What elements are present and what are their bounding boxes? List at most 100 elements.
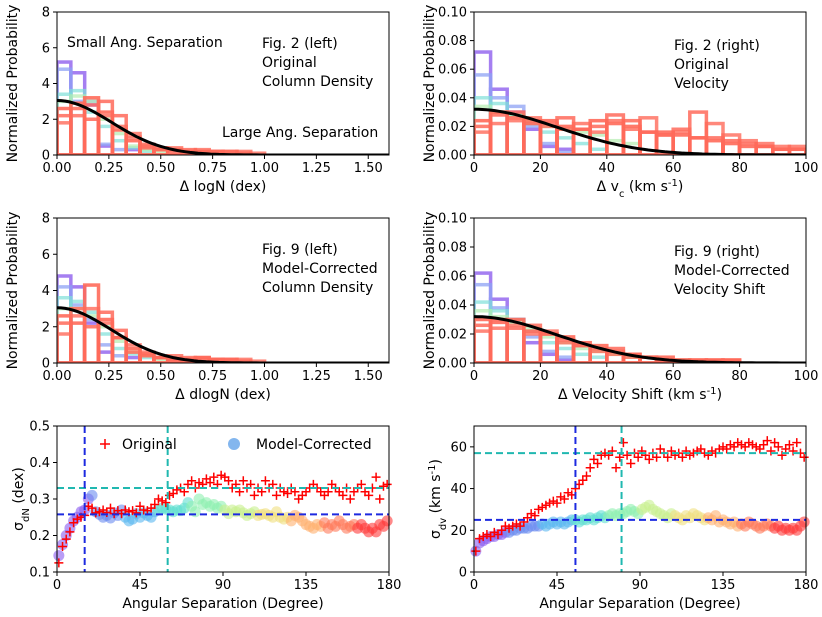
hist-bar bbox=[505, 116, 526, 155]
x-tick-label: 0.75 bbox=[198, 161, 227, 176]
x-tick-label: 0 bbox=[53, 578, 61, 593]
y-tick-label: 0.06 bbox=[438, 270, 467, 285]
original-point bbox=[271, 490, 281, 500]
hist-bar bbox=[488, 96, 509, 155]
y-tick-label: 0 bbox=[459, 566, 467, 581]
hist-bar bbox=[57, 121, 73, 155]
original-point bbox=[784, 440, 794, 450]
y-tick-label: 0.08 bbox=[438, 241, 467, 256]
y-tick-label: 2 bbox=[42, 320, 50, 335]
x-tick-label: 80 bbox=[731, 161, 748, 176]
annotation-line: Model-Corrected bbox=[262, 261, 378, 277]
original-point bbox=[224, 476, 234, 486]
hist-bar bbox=[96, 117, 115, 155]
y-tick-label: 6 bbox=[42, 41, 50, 56]
y-tick-label: 40 bbox=[450, 482, 467, 497]
x-tick-label: 0 bbox=[470, 369, 478, 384]
hist-bar bbox=[474, 130, 493, 155]
original-point bbox=[652, 452, 662, 462]
y-tick-label: 60 bbox=[450, 440, 467, 455]
y-tick-label: 8 bbox=[42, 212, 50, 227]
x-axis-label: Δ vc (km s-1) bbox=[597, 178, 684, 200]
x-axis-label: Δ dlogN (dex) bbox=[175, 387, 271, 403]
x-tick-label: 1.00 bbox=[250, 161, 279, 176]
hist-bar bbox=[57, 274, 73, 363]
model-corrected-point bbox=[86, 489, 98, 501]
original-point bbox=[582, 471, 592, 481]
x-tick-label: 100 bbox=[794, 369, 819, 384]
original-point bbox=[585, 463, 595, 473]
hist-bar bbox=[488, 326, 509, 363]
original-point bbox=[773, 442, 783, 452]
hist-bar bbox=[505, 326, 526, 363]
x-axis-label: Angular Separation (Degree) bbox=[539, 596, 740, 612]
y-axis-label: Normalized Probability bbox=[422, 212, 438, 370]
original-point bbox=[530, 511, 540, 521]
x-tick-label: 0.00 bbox=[43, 369, 72, 384]
hist-bar bbox=[538, 121, 559, 155]
original-point bbox=[338, 490, 348, 500]
original-point bbox=[87, 503, 97, 513]
y-tick-label: 6 bbox=[42, 248, 50, 263]
hist-bar bbox=[57, 67, 73, 155]
hist-bar bbox=[82, 321, 101, 363]
original-point bbox=[552, 498, 562, 508]
y-axis-label: Normalized Probability bbox=[5, 212, 21, 370]
original-point bbox=[559, 494, 569, 504]
plot-area bbox=[474, 50, 806, 155]
original-point bbox=[209, 472, 219, 482]
y-tick-label: 4 bbox=[42, 284, 50, 299]
axes-frame bbox=[56, 425, 390, 573]
original-point bbox=[161, 498, 171, 508]
panel-p4: 0 20 40 60 80 100 0.00 0.02 0.04 0.06 0.08 0.10 Δ Ve… bbox=[422, 212, 818, 404]
x-tick-label: 45 bbox=[132, 578, 149, 593]
hist-bar bbox=[82, 117, 101, 155]
x-tick-label: 0.25 bbox=[94, 369, 123, 384]
hist-bar bbox=[69, 113, 87, 155]
y-tick-label: 0.2 bbox=[29, 529, 50, 544]
hist-bar bbox=[488, 110, 509, 155]
x-tick-label: 135 bbox=[294, 578, 319, 593]
original-point bbox=[799, 452, 809, 462]
original-point bbox=[54, 558, 64, 568]
axes-frame bbox=[473, 217, 807, 364]
annotation-line: Original bbox=[262, 55, 317, 71]
original-point bbox=[593, 459, 603, 469]
y-tick-label: 0.10 bbox=[438, 212, 467, 227]
hist-bar bbox=[110, 138, 128, 155]
hist-bar bbox=[605, 118, 626, 155]
y-tick-label: 0.3 bbox=[29, 493, 50, 508]
original-point bbox=[611, 463, 621, 473]
hist-bar bbox=[96, 124, 115, 155]
y-tick-label: 0.08 bbox=[438, 34, 467, 49]
y-tick-label: 2 bbox=[42, 113, 50, 128]
annotation-line: Column Density bbox=[262, 280, 373, 296]
y-tick-label: 0.04 bbox=[438, 91, 467, 106]
panel-p5: 0 45 90 135 180 0.1 0.2 0.3 0.4 0.5 Angular Separa… bbox=[11, 420, 401, 613]
y-tick-label: 0 bbox=[42, 357, 50, 372]
hist-bar bbox=[488, 113, 509, 155]
original-point bbox=[131, 508, 141, 518]
hist-bar bbox=[488, 110, 509, 155]
y-tick-label: 8 bbox=[42, 6, 50, 21]
axes-frame bbox=[56, 217, 390, 364]
model-corrected-point bbox=[381, 515, 393, 527]
hist-bar bbox=[474, 329, 493, 363]
hist-bar bbox=[57, 92, 73, 155]
x-tick-label: 20 bbox=[532, 161, 549, 176]
annotation-line: Model-Corrected bbox=[674, 263, 790, 279]
x-tick-label: 0.50 bbox=[146, 161, 175, 176]
x-tick-label: 1.25 bbox=[302, 369, 331, 384]
legend-model-marker bbox=[228, 438, 240, 450]
y-tick-label: 4 bbox=[42, 77, 50, 92]
annotation-line: Fig. 9 (right) bbox=[674, 244, 760, 260]
legend-original-label: Original bbox=[122, 437, 177, 453]
annotation-line: Fig. 2 (right) bbox=[674, 38, 760, 54]
original-point bbox=[633, 452, 643, 462]
original-point bbox=[644, 454, 654, 464]
y-tick-label: 0.10 bbox=[438, 6, 467, 21]
annotation-line: Original bbox=[674, 57, 729, 73]
y-tick-label: 0.00 bbox=[438, 149, 467, 164]
annotation-line: Column Density bbox=[262, 74, 373, 90]
